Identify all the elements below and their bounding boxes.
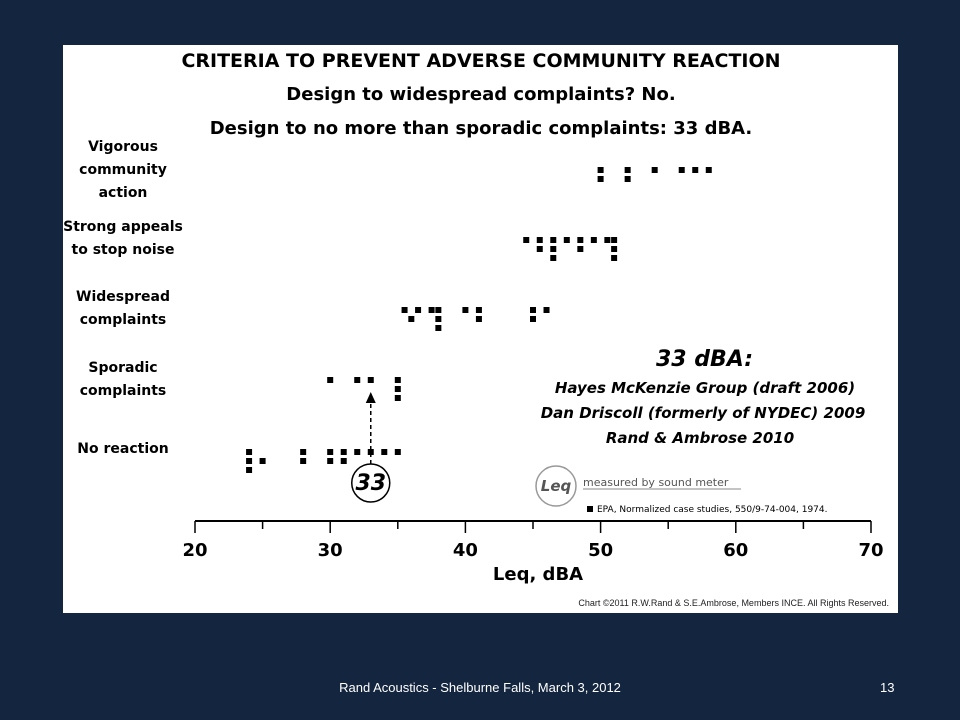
category-label-none: No reaction xyxy=(77,441,168,457)
category-label-widespread: Widespread xyxy=(76,289,170,305)
annotation-line-3: Rand & Ambrose 2010 xyxy=(606,429,794,447)
legend-marker xyxy=(587,506,593,512)
data-point-sporadic xyxy=(394,377,401,383)
data-point-widespread xyxy=(435,307,442,313)
leq-badge-circle xyxy=(535,465,577,507)
x-tick-label: 60 xyxy=(723,540,748,561)
footer-text: Rand Acoustics - Shelburne Falls, March … xyxy=(339,680,621,695)
chart: CRITERIA TO PREVENT ADVERSE COMMUNITY RE… xyxy=(63,50,889,608)
x-tick-label: 50 xyxy=(588,540,613,561)
data-point-widespread xyxy=(530,307,536,313)
data-point-widespread xyxy=(435,325,442,331)
chart-panel: CRITERIA TO PREVENT ADVERSE COMMUNITY RE… xyxy=(63,45,898,613)
callout-arrowhead xyxy=(365,392,376,403)
data-point-widespread xyxy=(401,307,408,313)
data-point-vigorous xyxy=(678,167,685,173)
data-point-strong xyxy=(577,246,584,252)
data-point-sporadic xyxy=(327,377,334,383)
data-point-widespread xyxy=(530,316,536,322)
x-axis-label: Leq, dBA xyxy=(493,564,583,585)
data-point-widespread xyxy=(543,307,550,313)
data-point-strong xyxy=(550,255,557,261)
data-point-none xyxy=(381,449,388,455)
data-point-widespread xyxy=(475,316,482,322)
title-line-1: CRITERIA TO PREVENT ADVERSE COMMUNITY RE… xyxy=(181,50,780,72)
category-label-vigorous: Vigorous xyxy=(88,139,158,155)
data-point-sporadic xyxy=(367,377,374,383)
data-point-sporadic xyxy=(394,395,401,401)
title-line-3: Design to no more than sporadic complain… xyxy=(210,118,753,139)
data-point-vigorous xyxy=(651,167,658,173)
callout-circle xyxy=(351,463,391,503)
data-point-strong xyxy=(563,237,570,243)
data-point-strong xyxy=(611,255,618,261)
data-point-vigorous xyxy=(597,167,604,173)
annotation-heading: 33 dBA: xyxy=(656,347,753,372)
data-point-none xyxy=(246,467,253,473)
data-point-none xyxy=(327,458,334,464)
leq-badge-text: measured by sound meter xyxy=(583,476,729,489)
data-point-none xyxy=(340,458,347,464)
data-point-widespread xyxy=(408,316,415,322)
data-point-none xyxy=(300,458,307,464)
category-label-strong: to stop noise xyxy=(72,242,175,258)
data-point-strong xyxy=(550,246,557,252)
data-point-widespread xyxy=(435,316,442,322)
annotation-line-1: Hayes McKenzie Group (draft 2006) xyxy=(555,379,855,397)
data-point-strong xyxy=(523,237,530,243)
copyright-text: Chart ©2011 R.W.Rand & S.E.Ambrose, Memb… xyxy=(578,598,889,608)
data-point-strong xyxy=(611,246,618,252)
data-point-none xyxy=(259,458,266,464)
data-point-vigorous xyxy=(624,176,631,182)
data-point-none xyxy=(327,449,334,455)
category-label-widespread: complaints xyxy=(80,312,167,328)
category-label-vigorous: community xyxy=(79,162,167,178)
x-tick-label: 20 xyxy=(182,540,207,561)
data-point-sporadic xyxy=(394,386,401,392)
data-point-widespread xyxy=(475,307,482,313)
category-label-strong: Strong appeals xyxy=(63,219,183,235)
data-point-strong xyxy=(604,237,611,243)
data-point-strong xyxy=(577,237,584,243)
legend-text: EPA, Normalized case studies, 550/9-74-0… xyxy=(597,505,828,515)
category-label-sporadic: Sporadic xyxy=(88,360,157,376)
data-point-widespread xyxy=(415,307,422,313)
category-label-vigorous: action xyxy=(99,185,148,201)
data-point-vigorous xyxy=(705,167,712,173)
data-point-strong xyxy=(536,237,543,243)
data-point-strong xyxy=(611,237,618,243)
data-point-none xyxy=(394,449,401,455)
data-point-strong xyxy=(550,237,557,243)
category-label-sporadic: complaints xyxy=(80,383,167,399)
leq-badge-symbol: Leq xyxy=(541,477,572,495)
page-number: 13 xyxy=(880,680,895,695)
data-point-vigorous xyxy=(624,167,631,173)
data-point-widespread xyxy=(462,307,469,313)
title-line-2: Design to widespread complaints? No. xyxy=(286,84,675,105)
data-point-none xyxy=(246,449,253,455)
data-point-none xyxy=(354,449,361,455)
x-tick-label: 40 xyxy=(453,540,478,561)
data-point-none xyxy=(246,458,253,464)
x-tick-label: 70 xyxy=(858,540,883,561)
callout-value: 33 xyxy=(355,471,386,496)
data-point-sporadic xyxy=(354,377,361,383)
data-point-none xyxy=(367,449,374,455)
data-point-vigorous xyxy=(597,176,604,182)
data-point-strong xyxy=(590,237,597,243)
x-tick-label: 30 xyxy=(318,540,343,561)
data-point-none xyxy=(300,449,307,455)
data-point-strong xyxy=(536,246,543,252)
data-point-none xyxy=(340,449,347,455)
annotation-line-2: Dan Driscoll (formerly of NYDEC) 2009 xyxy=(541,404,866,422)
data-point-widespread xyxy=(428,307,435,313)
data-point-vigorous xyxy=(692,167,699,173)
